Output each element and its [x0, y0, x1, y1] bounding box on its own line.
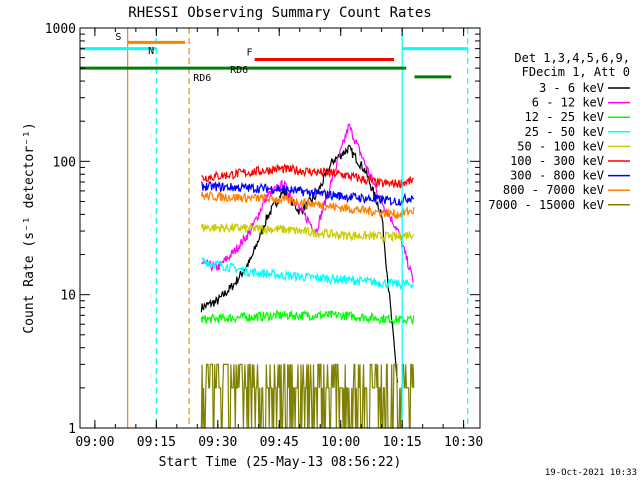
legend-label-6: 300 - 800 keV: [510, 169, 604, 183]
series-line-50-100keV: [200, 221, 415, 243]
series-line-800-7000keV: [200, 190, 415, 220]
series-layer: [200, 123, 415, 429]
series-line-100-300keV: [201, 163, 414, 189]
x-tick-label-3: 09:45: [260, 435, 299, 450]
annotation-label-3: RD6: [193, 73, 211, 84]
legend-label-3: 25 - 50 keV: [525, 125, 604, 139]
y-tick-label-0: 1: [68, 422, 76, 437]
annotation-label-2: F: [246, 48, 252, 59]
chart-title: RHESSI Observing Summary Count Rates: [128, 5, 431, 21]
timestamp-footer: 19-Oct-2021 10:33: [545, 468, 637, 478]
x-tick-label-0: 09:00: [75, 435, 114, 450]
legend-label-0: 3 - 6 keV: [539, 81, 604, 95]
legend: Det 1,3,4,5,6,9,FDecim 1, Att 0 3 - 6 keV…: [488, 51, 630, 212]
legend-label-8: 7000 - 15000 keV: [488, 198, 604, 212]
legend-label-7: 800 - 7000 keV: [503, 183, 604, 197]
annotation-layer: S N F RD6 RD6: [80, 28, 469, 428]
legend-label-4: 50 - 100 keV: [517, 139, 604, 153]
y-axis-label: Count Rate (s⁻¹ detector⁻¹): [22, 122, 37, 333]
legend-header-0: Det 1,3,4,5,6,9,: [514, 51, 630, 65]
x-tick-label-6: 10:30: [444, 435, 483, 450]
axes-layer: 09:00 09:15 09:30 09:45 10:00 10:15 10:30 1 10 10…: [45, 22, 483, 450]
y-tick-label-1: 10: [60, 289, 76, 304]
x-tick-label-1: 09:15: [137, 435, 176, 450]
legend-header-1: FDecim 1, Att 0: [522, 65, 630, 79]
annotation-label-4: RD6: [230, 65, 248, 76]
annotation-label-0: S: [115, 32, 121, 43]
y-tick-label-2: 100: [53, 155, 76, 170]
y-tick-label-3: 1000: [45, 22, 76, 37]
x-tick-label-2: 09:30: [198, 435, 237, 450]
series-line-12-25keV: [200, 309, 415, 325]
x-tick-label-5: 10:15: [383, 435, 422, 450]
x-tick-label-4: 10:00: [321, 435, 360, 450]
legend-label-5: 100 - 300 keV: [510, 154, 604, 168]
series-line-300-800keV: [200, 180, 415, 207]
series-line-25-50keV: [201, 256, 415, 291]
x-axis-label: Start Time (25-May-13 08:56:22): [159, 455, 402, 470]
legend-label-2: 12 - 25 keV: [525, 110, 604, 124]
legend-label-1: 6 - 12 keV: [532, 96, 604, 110]
plot-frame: [79, 27, 481, 429]
annotation-label-1: N: [148, 46, 154, 57]
